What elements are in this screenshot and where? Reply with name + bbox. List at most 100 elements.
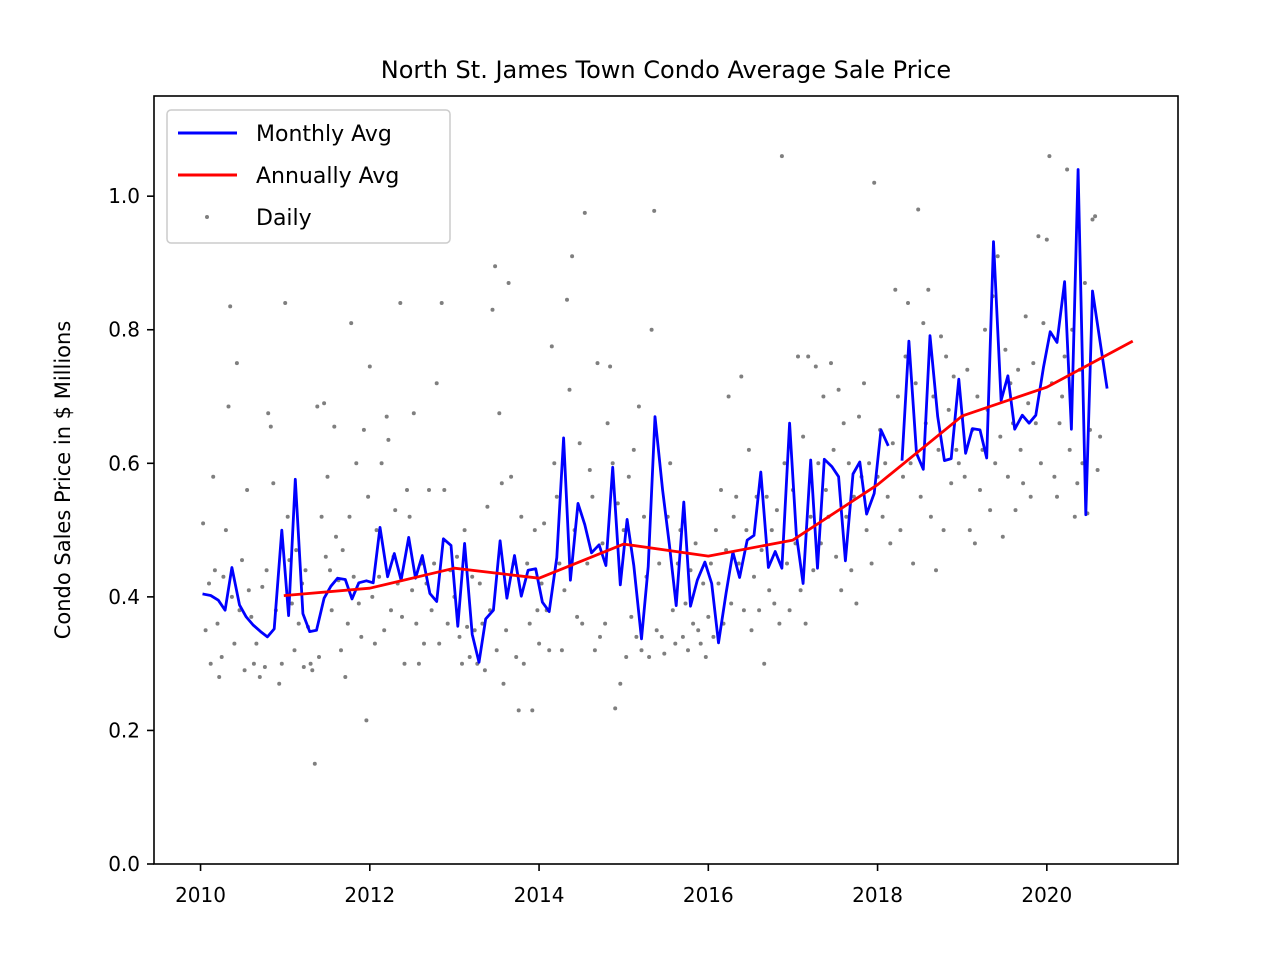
- daily-point: [706, 614, 711, 619]
- daily-point: [266, 411, 271, 416]
- daily-point: [410, 588, 415, 593]
- daily-point: [562, 588, 567, 593]
- daily-point: [895, 394, 900, 399]
- daily-point: [494, 648, 499, 653]
- daily-point: [493, 264, 498, 269]
- daily-point: [972, 541, 977, 546]
- daily-point: [762, 661, 767, 666]
- daily-point: [798, 588, 803, 593]
- daily-point: [642, 514, 646, 519]
- daily-point: [317, 655, 321, 659]
- y-tick-label: 0.2: [108, 718, 140, 742]
- daily-point: [888, 541, 893, 546]
- daily-point: [946, 407, 951, 412]
- daily-point: [711, 634, 716, 639]
- daily-point: [279, 661, 284, 666]
- legend-label-daily: Daily: [256, 206, 312, 231]
- daily-point: [229, 594, 234, 599]
- daily-point: [575, 614, 580, 619]
- daily-point: [480, 621, 485, 626]
- daily-point: [312, 761, 317, 766]
- daily-point: [356, 601, 361, 606]
- daily-point: [670, 608, 675, 613]
- daily-point: [951, 374, 956, 379]
- daily-point: [559, 648, 564, 653]
- daily-point: [872, 180, 877, 185]
- daily-point: [542, 521, 547, 526]
- daily-point: [345, 621, 350, 626]
- daily-point: [880, 514, 885, 519]
- daily-point: [634, 634, 639, 639]
- legend-label-annual: Annually Avg: [256, 164, 399, 189]
- daily-point: [328, 568, 332, 573]
- x-axis: 2010 2012 2014 2016 2018 2020: [175, 864, 1072, 907]
- daily-point: [629, 614, 634, 619]
- daily-point: [547, 648, 552, 653]
- daily-point: [1044, 237, 1049, 242]
- daily-point: [347, 514, 352, 519]
- daily-point: [867, 461, 872, 466]
- daily-point: [249, 614, 254, 619]
- daily-point: [361, 427, 366, 432]
- daily-point: [565, 297, 569, 302]
- daily-point: [862, 381, 866, 386]
- daily-point: [954, 447, 959, 452]
- daily-point: [271, 481, 276, 486]
- daily-point: [516, 708, 521, 713]
- daily-point: [691, 621, 696, 626]
- daily-point: [432, 561, 437, 566]
- daily-point: [382, 628, 387, 633]
- daily-point: [215, 621, 220, 626]
- daily-point: [949, 481, 954, 486]
- daily-point: [610, 461, 615, 466]
- daily-point: [386, 437, 391, 442]
- y-tick-label: 0.8: [108, 318, 140, 342]
- daily-point: [834, 554, 839, 559]
- daily-point: [1021, 481, 1026, 486]
- daily-point: [988, 508, 993, 513]
- daily-point: [956, 461, 961, 466]
- daily-point: [477, 581, 482, 586]
- daily-point: [1090, 217, 1095, 222]
- daily-point: [719, 488, 723, 492]
- daily-point: [332, 424, 337, 429]
- daily-point: [731, 514, 736, 519]
- daily-point: [757, 608, 762, 613]
- daily-point: [796, 354, 800, 359]
- daily-point: [310, 668, 315, 673]
- y-tick-label: 0.0: [108, 852, 140, 876]
- daily-point: [268, 424, 273, 429]
- daily-point: [785, 561, 789, 566]
- daily-point: [962, 474, 967, 479]
- daily-point: [724, 548, 729, 553]
- daily-point: [821, 394, 826, 399]
- daily-point: [577, 441, 582, 446]
- daily-point: [844, 514, 849, 519]
- daily-point: [467, 655, 472, 659]
- daily-point: [864, 528, 869, 533]
- daily-point: [315, 404, 320, 409]
- daily-point: [323, 554, 328, 559]
- daily-point: [580, 621, 585, 626]
- daily-point: [472, 628, 477, 633]
- daily-point: [343, 675, 348, 679]
- daily-point: [554, 494, 559, 499]
- daily-point: [379, 461, 384, 466]
- daily-point: [499, 481, 504, 486]
- daily-point: [325, 474, 330, 479]
- daily-point: [680, 634, 685, 639]
- daily-point: [226, 404, 231, 409]
- daily-point: [570, 254, 575, 259]
- daily-point: [351, 574, 356, 579]
- daily-point: [726, 394, 731, 399]
- daily-point: [703, 655, 708, 659]
- daily-point: [901, 474, 905, 479]
- daily-point: [1060, 394, 1065, 399]
- daily-point: [367, 364, 372, 369]
- daily-point: [519, 514, 524, 519]
- daily-point: [883, 461, 888, 466]
- daily-point: [400, 614, 404, 619]
- daily-point: [975, 394, 980, 399]
- daily-point: [668, 461, 673, 466]
- daily-point: [911, 561, 916, 566]
